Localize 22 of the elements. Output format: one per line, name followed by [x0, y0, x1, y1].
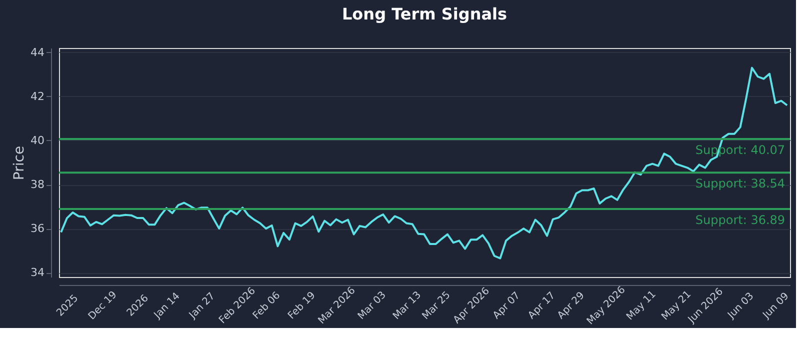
x-tick-label: Apr 07 [491, 290, 523, 322]
ref-line-label: Support: 36.89 [695, 212, 786, 227]
y-tick-label: 38 [30, 178, 44, 192]
chart-title: Long Term Signals [342, 4, 508, 24]
x-tick-label: Apr 17 [526, 290, 558, 322]
x-tick-label: Mar 03 [356, 290, 388, 322]
line-series [60, 66, 788, 260]
x-tick-label: Jan 14 [152, 290, 182, 322]
ref-line-label: Support: 38.54 [695, 176, 786, 191]
y-tick-label: 44 [30, 46, 44, 59]
y-tick-label: 36 [30, 222, 44, 236]
x-tick-label: Dec 19 [86, 289, 120, 322]
x-tick-label: Jan 27 [186, 290, 218, 322]
y-axis-title: Price [12, 146, 28, 180]
y-tick-label: 34 [30, 266, 44, 280]
x-tick-label: Mar 25 [420, 290, 453, 322]
x-tick-label: Jun 09 [760, 290, 792, 322]
x-tick-label: Jun 03 [725, 290, 756, 322]
x-tick-label: Apr 29 [556, 290, 587, 322]
y-tick-label: 40 [30, 134, 44, 147]
x-tick-label: Feb 19 [286, 290, 318, 322]
y-tick-label: 42 [30, 90, 44, 103]
